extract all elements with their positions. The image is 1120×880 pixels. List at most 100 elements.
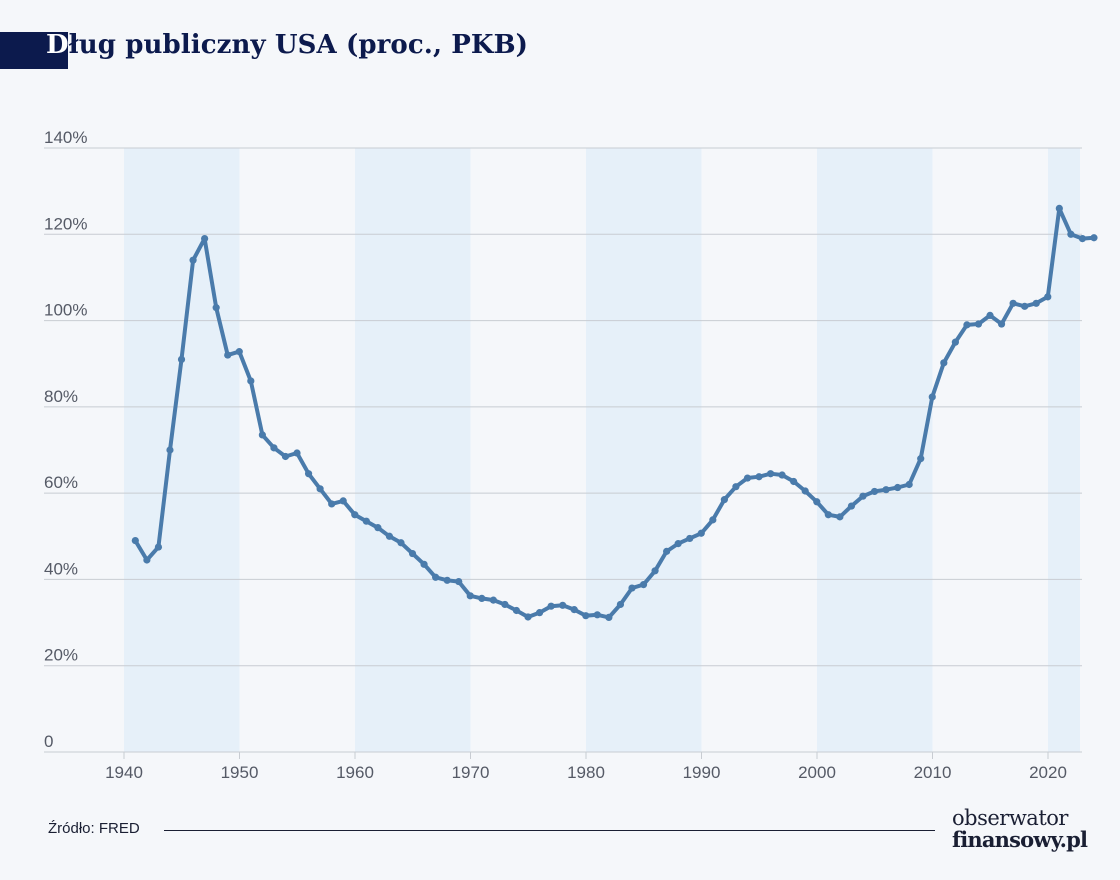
source-label: Źródło: FRED (48, 820, 140, 837)
data-point (824, 511, 832, 519)
data-point (870, 487, 879, 496)
data-point (177, 355, 186, 363)
data-point (951, 338, 959, 346)
data-point (512, 606, 521, 615)
data-point (466, 592, 474, 600)
data-point (801, 487, 809, 495)
data-point (351, 511, 359, 519)
data-point (616, 600, 625, 609)
data-point (709, 516, 717, 524)
title-accent-bar (0, 32, 68, 69)
data-point (432, 573, 440, 581)
data-point (339, 497, 347, 505)
y-tick-label: 100% (44, 301, 87, 320)
data-point (535, 609, 544, 617)
data-point (455, 577, 463, 586)
data-point (894, 483, 902, 492)
data-point (524, 613, 532, 621)
x-tick-label: 1950 (221, 763, 259, 782)
data-point (420, 560, 428, 568)
data-point (224, 351, 232, 359)
data-point (720, 496, 728, 504)
data-point (143, 556, 151, 564)
data-point (651, 567, 659, 575)
decade-bands (124, 148, 1080, 752)
data-point (732, 483, 740, 491)
data-point (639, 581, 648, 589)
y-tick-label: 20% (44, 646, 78, 665)
data-point (270, 444, 278, 452)
data-point (986, 311, 994, 319)
x-tick-label: 1990 (683, 763, 721, 782)
data-point (1055, 204, 1063, 212)
data-point (974, 320, 983, 328)
data-point (1009, 299, 1017, 307)
data-point (281, 452, 290, 461)
data-point (1090, 234, 1098, 242)
y-tick-label: 140% (44, 128, 87, 147)
data-point (131, 537, 139, 545)
data-point (478, 594, 486, 603)
source-divider (164, 830, 935, 831)
data-point (154, 543, 163, 551)
data-point (917, 455, 925, 463)
brand-line-2: finansowy.pl (952, 827, 1088, 852)
x-tick-label: 1970 (452, 763, 490, 782)
data-point (755, 473, 763, 481)
decade-band-2 (586, 148, 702, 752)
grid-lines (44, 147, 1082, 753)
data-point (443, 576, 451, 584)
data-point (362, 517, 370, 525)
x-tick-label: 2000 (798, 763, 836, 782)
x-tick-label: 1960 (336, 763, 374, 782)
data-point (813, 498, 821, 506)
data-point (686, 534, 694, 543)
decade-band-0 (124, 148, 240, 752)
data-point (166, 446, 174, 454)
y-axis-labels: 0 20% 40% 60% 80% 100% 120% 140% (44, 128, 87, 751)
data-point (547, 602, 555, 610)
data-point (963, 321, 971, 329)
data-point (408, 549, 417, 558)
data-point (663, 547, 671, 555)
decade-band-3 (817, 148, 933, 752)
data-point (697, 529, 705, 537)
data-point (605, 613, 613, 621)
x-axis-labels: 1940 1950 1960 1970 1980 1990 2000 2010 2020 (105, 752, 1067, 782)
brand-line-1: obserwator (952, 806, 1068, 830)
data-point (570, 606, 578, 614)
data-point (501, 600, 509, 609)
data-point (212, 304, 220, 312)
data-point (1067, 230, 1075, 238)
y-tick-label: 40% (44, 559, 78, 578)
data-point (743, 474, 752, 482)
data-point (940, 359, 948, 367)
x-tick-label: 1980 (567, 763, 605, 782)
brand-logo: obserwator finansowy.pl (952, 806, 1088, 852)
data-point (847, 502, 856, 510)
data-point (790, 477, 798, 486)
data-point (778, 471, 786, 479)
data-point (489, 596, 497, 604)
data-point (882, 486, 890, 494)
data-point (374, 524, 382, 532)
data-point (397, 539, 405, 547)
data-point (293, 449, 301, 457)
data-point (582, 612, 590, 620)
x-tick-label: 2020 (1029, 763, 1067, 782)
chart-title: Dług publiczny USA (proc., PKB) (46, 30, 528, 60)
data-point (628, 584, 636, 592)
data-point (905, 480, 913, 489)
data-point (859, 492, 867, 500)
x-tick-label: 1940 (105, 763, 143, 782)
y-tick-label: 0 (44, 732, 53, 751)
x-tick-label: 2010 (914, 763, 952, 782)
data-point (385, 532, 394, 540)
data-point (247, 377, 255, 385)
y-tick-label: 120% (44, 214, 87, 233)
data-point (1044, 293, 1052, 301)
data-point (316, 485, 324, 493)
data-point (328, 500, 336, 508)
data-point (559, 601, 567, 609)
